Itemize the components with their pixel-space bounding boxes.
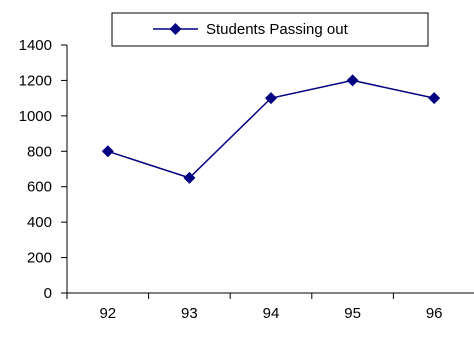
y-tick-label: 1200 (19, 72, 52, 89)
x-tick-label: 96 (426, 305, 443, 322)
y-tick-label: 400 (27, 214, 52, 231)
x-tick-label: 92 (99, 305, 116, 322)
y-tick-label: 600 (27, 179, 52, 196)
axes (67, 45, 474, 293)
y-tick-label: 1400 (19, 37, 52, 54)
y-tick-label: 0 (44, 285, 52, 302)
x-ticks: 92 93 94 95 96 (67, 293, 474, 322)
y-tick-label: 1000 (19, 108, 52, 125)
data-point-marker (347, 74, 359, 86)
y-tick-label: 200 (27, 250, 52, 267)
y-ticks: 0 200 400 600 800 1000 1200 1400 (19, 37, 67, 302)
x-tick-label: 94 (263, 305, 280, 322)
data-point-marker (102, 145, 114, 157)
data-point-marker (428, 92, 440, 104)
legend-label: Students Passing out (206, 21, 349, 38)
x-tick-label: 93 (181, 305, 198, 322)
y-tick-label: 800 (27, 143, 52, 160)
x-tick-label: 95 (344, 305, 361, 322)
legend: Students Passing out (112, 13, 428, 46)
series-group (102, 74, 440, 183)
